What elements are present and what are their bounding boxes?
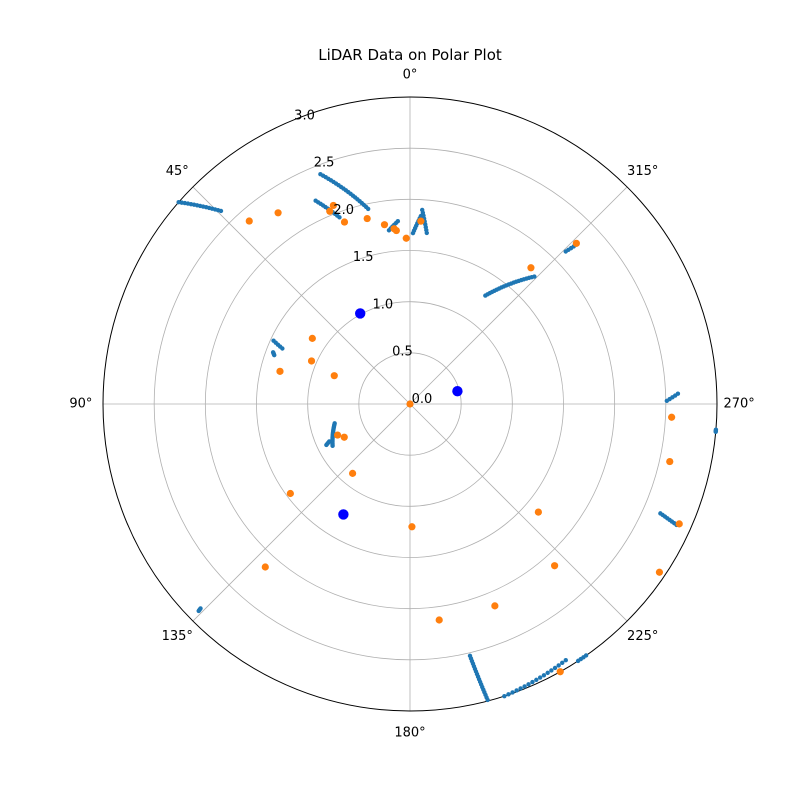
lidar-filtered-point [363,214,371,223]
lidar-raw-point [483,293,488,298]
theta-tick-label: 315° [627,164,658,179]
lidar-highlight-point [338,509,349,520]
data-layer [176,172,719,703]
lidar-highlight-point [452,386,463,397]
angular-gridline [409,186,628,405]
theta-tick-label: 225° [627,629,658,644]
angular-gridline [409,403,628,622]
lidar-filtered-point [491,602,499,610]
lidar-raw-point [563,657,568,663]
lidar-raw-point [330,443,335,449]
lidar-filtered-point [274,209,282,217]
lidar-raw-point [502,693,507,699]
theta-tick-label: 45° [166,164,189,179]
lidar-filtered-point [408,523,416,531]
lidar-filtered-point [402,234,410,242]
lidar-filtered-point [572,239,580,247]
lidar-filtered-point [435,616,443,624]
lidar-raw-point [318,172,323,177]
lidar-raw-point [324,442,329,448]
lidar-filtered-point [245,217,253,225]
lidar-filtered-point [556,668,564,676]
lidar-filtered-point [330,372,338,380]
angular-gridline [192,403,411,622]
lidar-raw-point [545,670,550,676]
lidar-filtered-point [675,520,683,528]
lidar-filtered-point [534,508,542,516]
lidar-raw-point [270,350,276,355]
lidar-raw-point [560,660,565,666]
lidar-raw-point [537,675,543,680]
lidar-raw-point [541,673,547,678]
theta-tick-label: 0° [403,67,418,82]
lidar-raw-point [526,682,531,687]
r-tick-label: 1.0 [372,297,393,312]
r-tick-label: 1.5 [353,250,374,265]
lidar-filtered-point [333,431,342,439]
r-tick-label: 3.0 [294,108,315,123]
lidar-filtered-point [417,217,425,225]
lidar-raw-point [176,199,181,205]
lidar-filtered-point [666,457,674,466]
chart-title: LiDAR Data on Polar Plot [318,46,502,64]
lidar-filtered-point [326,207,334,215]
lidar-raw-point [420,207,425,213]
lidar-filtered-point [527,264,535,272]
lidar-raw-point [530,679,535,685]
theta-tick-label: 270° [723,397,754,412]
lidar-filtered-point [340,433,348,441]
lidar-raw-point [313,198,318,203]
lidar-raw-point [549,668,554,673]
lidar-raw-point [271,338,276,343]
lidar-raw-point [510,690,515,695]
lidar-filtered-point [655,568,664,576]
r-tick-label: 2.0 [333,203,354,218]
lidar-filtered-point [551,562,559,570]
polar-frame [102,96,718,712]
theta-tick-label: 135° [162,629,193,644]
lidar-filtered-point [380,221,389,229]
lidar-raw-point [556,663,561,668]
angular-gridline [192,186,411,405]
lidar-highlight-point [355,308,366,319]
lidar-raw-point [534,677,539,683]
lidar-raw-point [713,429,718,435]
lidar-filtered-point [392,226,400,235]
lidar-filtered-point [329,201,337,210]
lidar-filtered-point [307,357,316,365]
lidar-filtered-point [276,367,284,375]
lidar-raw-point [485,697,490,703]
lidar-filtered-point [348,469,357,477]
lidar-raw-point [552,665,558,671]
lidar-filtered-point [261,563,269,571]
lidar-raw-point [583,653,589,658]
lidar-raw-point [395,219,401,224]
lidar-raw-point [518,686,523,691]
lidar-filtered-point [668,413,676,421]
theta-tick-label: 180° [394,726,425,741]
theta-tick-label: 90° [69,397,92,412]
label-layer: 0° 45° 90° 135° 180° 225° 270° 315° 0.0 0.5 1.0 1.5… [69,67,754,740]
lidar-raw-point [675,391,681,396]
lidar-raw-point [196,608,201,614]
r-tick-label: 0.0 [412,392,433,407]
r-tick-label: 2.5 [314,156,335,171]
grid-layer [102,96,718,712]
r-tick-label: 0.5 [392,345,413,360]
lidar-filtered-point [340,218,349,226]
lidar-raw-point [506,692,511,697]
lidar-raw-point [514,688,519,693]
lidar-filtered-point [286,489,294,498]
lidar-filtered-point [308,334,316,342]
lidar-raw-point [522,684,527,689]
lidar-filtered-point [406,400,414,408]
